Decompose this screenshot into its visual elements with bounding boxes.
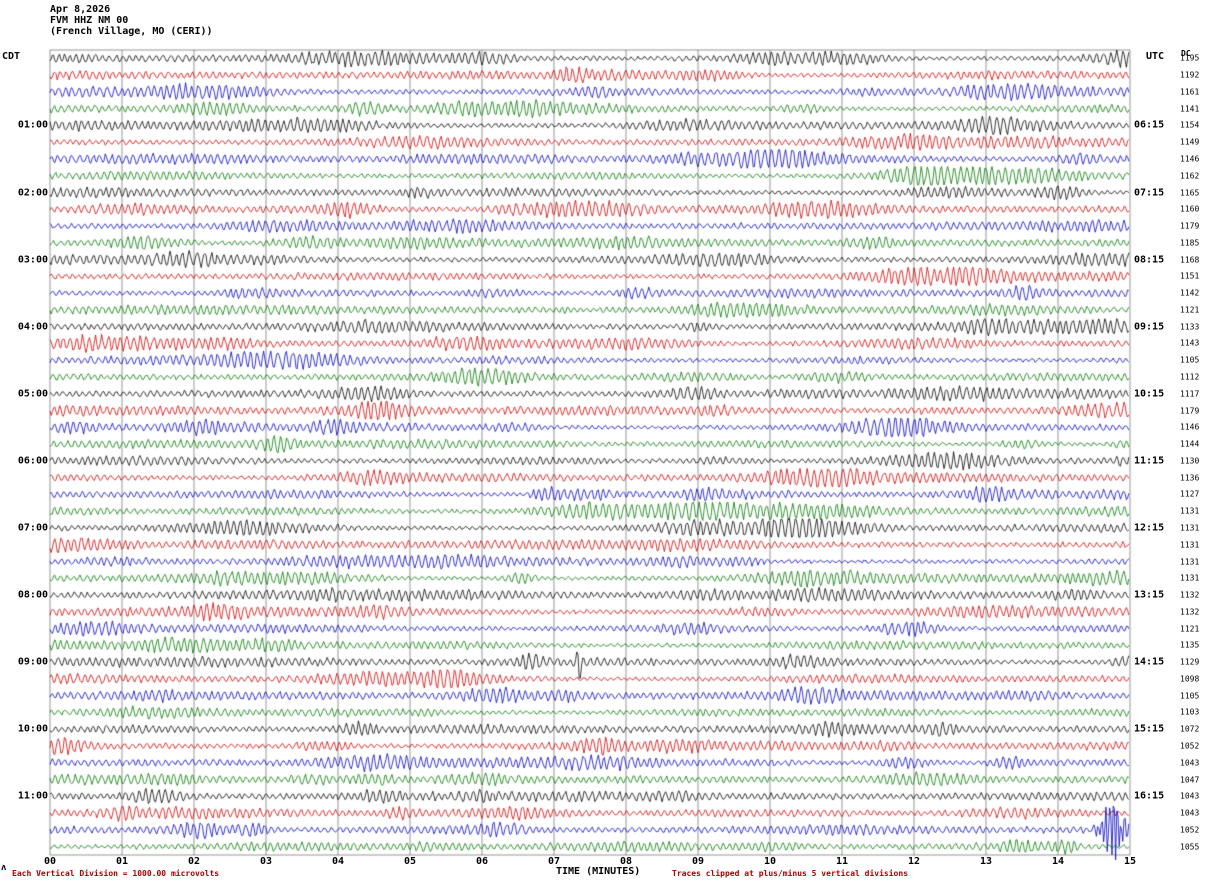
left-hour-label: 10:00 [17,723,48,735]
dc-offset-value: 1168 [1180,255,1200,265]
dc-offset-value: 1136 [1180,473,1200,483]
dc-offset-value: 1043 [1180,758,1200,768]
dc-offset-value: 1130 [1180,456,1200,466]
right-hour-label: 10:15 [1134,388,1165,400]
minute-tick-label: 07 [547,856,561,867]
minute-tick-label: 11 [835,856,849,867]
dc-offset-value: 1179 [1180,406,1200,416]
minute-tick-label: 13 [979,856,993,867]
right-hour-label: 08:15 [1134,254,1165,266]
left-hour-label: 11:00 [17,790,48,802]
dc-offset-value: 1149 [1180,137,1200,147]
right-hour-label: 15:15 [1134,723,1165,735]
dc-offset-value: 1131 [1180,540,1200,550]
right-hour-label: 11:15 [1134,455,1165,467]
clip-note: Traces clipped at plus/minus 5 vertical … [672,869,909,878]
dc-offset-value: 1185 [1180,238,1200,248]
dc-offset-value: 1162 [1180,171,1200,181]
dc-offset-value: 1146 [1180,422,1200,432]
left-hour-label: 09:00 [17,656,48,668]
dc-offset-value: 1132 [1180,607,1200,617]
minute-tick-label: 03 [259,856,273,867]
dc-offset-value: 1112 [1180,372,1200,382]
right-hour-label: 07:15 [1134,187,1165,199]
dc-offset-value: 1141 [1180,104,1200,114]
minute-tick-label: 05 [403,856,417,867]
minute-tick-label: 09 [691,856,705,867]
header-station: FVM HHZ NM 00 [50,15,129,26]
minute-tick-label: 15 [1123,856,1137,867]
right-hour-label: 13:15 [1134,589,1165,601]
x-axis-title: TIME (MINUTES) [556,866,641,877]
dc-offset-value: 1195 [1180,53,1200,63]
left-hour-label: 04:00 [17,321,48,333]
minute-tick-label: 01 [115,856,129,867]
dc-offset-value: 1161 [1180,87,1200,97]
dc-offset-value: 1129 [1180,657,1200,667]
minute-tick-label: 14 [1051,856,1065,867]
right-hour-label: 12:15 [1134,522,1165,534]
dc-offset-value: 1043 [1180,791,1200,801]
dc-offset-value: 1192 [1180,70,1200,80]
dc-offset-value: 1117 [1180,389,1200,399]
dc-offset-value: 1105 [1180,691,1200,701]
dc-offset-value: 1131 [1180,523,1200,533]
dc-offset-value: 1143 [1180,338,1200,348]
dc-offset-value: 1133 [1180,322,1200,332]
dc-offset-value: 1154 [1180,120,1200,130]
dc-offset-value: 1131 [1180,557,1200,566]
dc-offset-value: 1144 [1180,439,1200,449]
dc-offset-value: 1047 [1180,775,1200,785]
dc-offset-value: 1055 [1180,842,1200,852]
dc-offset-value: 1131 [1180,573,1200,583]
header-location: (French Village, MO (CERI)) [50,26,213,37]
left-hour-label: 01:00 [17,119,48,131]
right-hour-label: 14:15 [1134,656,1165,668]
minute-tick-label: 10 [763,856,777,867]
scale-mark-icon: ʌ [1,863,7,873]
dc-offset-value: 1072 [1180,724,1200,734]
dc-offset-value: 1105 [1180,355,1200,365]
dc-offset-value: 1142 [1180,288,1200,298]
minute-tick-label: 02 [187,856,201,867]
dc-offset-value: 1165 [1180,188,1200,198]
dc-offset-value: 1179 [1180,221,1200,231]
right-hour-label: 06:15 [1134,119,1165,131]
left-hour-label: 03:00 [17,254,48,266]
minute-tick-label: 04 [331,856,345,867]
right-hour-label: 16:15 [1134,790,1165,802]
dc-column-header: DC [1181,49,1191,58]
dc-offset-value: 1098 [1180,674,1200,684]
left-hour-label: 06:00 [17,455,48,467]
header-date: Apr 8,2026 [50,4,111,15]
dc-offset-value: 1121 [1180,624,1200,634]
left-timezone-label: CDT [2,51,21,62]
left-hour-label: 07:00 [17,522,48,534]
right-timezone-label: UTC [1146,51,1165,62]
left-hour-label: 08:00 [17,589,48,601]
dc-offset-value: 1151 [1180,271,1200,281]
dc-offset-value: 1135 [1180,640,1200,650]
dc-offset-value: 1132 [1180,590,1200,600]
dc-offset-value: 1052 [1180,741,1200,751]
dc-offset-value: 1121 [1180,305,1200,315]
dc-offset-value: 1146 [1180,154,1200,164]
right-hour-label: 09:15 [1134,321,1165,333]
minute-tick-label: 08 [619,856,633,867]
dc-offset-value: 1043 [1180,808,1200,818]
minute-tick-label: 06 [475,856,489,867]
scale-note: Each Vertical Division = 1000.00 microvo… [12,869,220,878]
left-hour-label: 05:00 [17,388,48,400]
dc-offset-value: 1131 [1180,506,1200,516]
left-hour-label: 02:00 [17,187,48,199]
minute-tick-label: 12 [907,856,921,867]
dc-offset-value: 1103 [1180,707,1200,717]
dc-offset-value: 1160 [1180,204,1200,214]
dc-offset-value: 1052 [1180,825,1200,835]
minute-tick-label: 00 [43,856,57,867]
dc-offset-value: 1127 [1180,489,1200,499]
